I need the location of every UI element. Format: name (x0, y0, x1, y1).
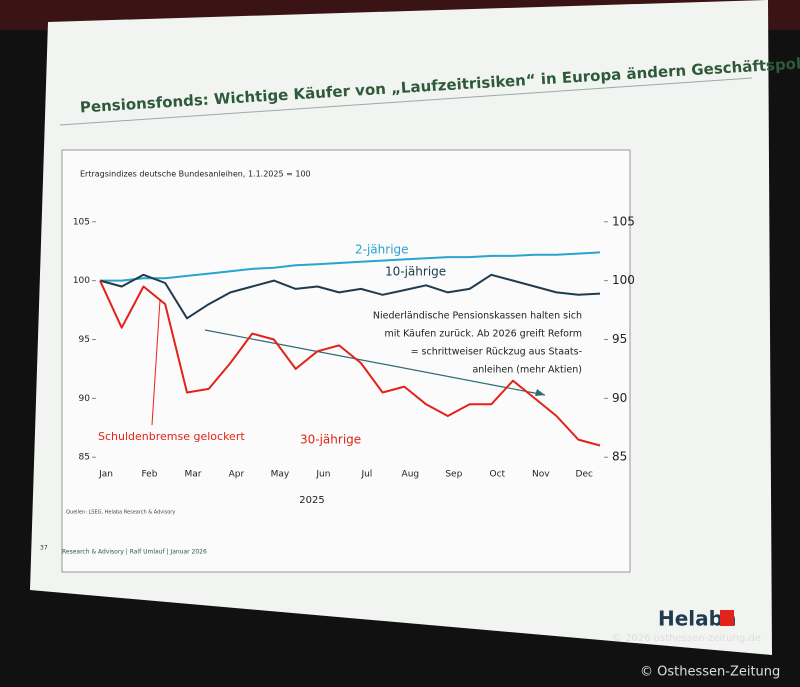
y-tick-label: 90 (79, 394, 91, 404)
trend-arrow (204, 329, 546, 396)
series-line (99, 280, 601, 447)
y-tick-label: 85 (79, 453, 90, 463)
y2-tick-label: 105 (612, 214, 635, 228)
arrow-head (535, 389, 545, 396)
watermark: © 2026 osthessen-zeitung.de (612, 633, 761, 644)
source: Quellen: LSEG, Helaba Research & Advisor… (66, 510, 175, 516)
series-label: 30-jährige (300, 433, 361, 447)
x-tick-label: Jul (360, 470, 372, 480)
page-number: 37 (40, 545, 48, 552)
series-line (99, 273, 601, 320)
series-line (100, 251, 601, 282)
series-label: 2-jährige (355, 243, 409, 257)
chart-frame (61, 149, 631, 573)
chart-subtitle: Ertragsindizes deutsche Bundesanleihen, … (80, 170, 311, 179)
watermark: © Osthessen-Zeitung (640, 665, 780, 680)
annotation: Schuldenbremse gelockert (98, 430, 245, 443)
series-label: 10-jährige (385, 265, 446, 279)
y-tick-label: 95 (79, 335, 90, 345)
annotation: anleihen (mehr Aktien) (472, 365, 582, 376)
x-tick-label: Nov (532, 470, 550, 480)
title-rule (59, 77, 753, 126)
annotation-pointer (151, 299, 161, 426)
x-tick-label: Feb (142, 470, 158, 480)
x-tick-label: Sep (445, 470, 462, 480)
x-tick-label: Jun (315, 470, 330, 480)
x-tick-label: May (271, 470, 290, 480)
x-tick-label: Jan (98, 470, 113, 480)
y-tick-label: 100 (73, 276, 90, 286)
y2-tick-label: 85 (612, 450, 627, 464)
y2-tick-label: 95 (612, 332, 627, 346)
y2-tick-label: 90 (612, 391, 627, 405)
x-year-label: 2025 (299, 495, 324, 506)
x-tick-label: Aug (402, 470, 420, 480)
annotation: Niederländische Pensionskassen halten si… (373, 311, 582, 322)
footer-text: Research & Advisory | Ralf Umlauf | Janu… (62, 549, 207, 556)
x-tick-label: Oct (490, 470, 506, 480)
y-tick-label: 105 (73, 217, 90, 227)
x-tick-label: Mar (184, 470, 201, 480)
y2-tick-label: 100 (612, 273, 635, 287)
annotation: = schrittweiser Rückzug aus Staats- (411, 347, 582, 358)
x-tick-label: Dec (576, 470, 593, 480)
brand-logo (720, 610, 734, 626)
annotation: mit Käufen zurück. Ab 2026 greift Reform (384, 329, 582, 340)
x-tick-label: Apr (229, 470, 245, 480)
